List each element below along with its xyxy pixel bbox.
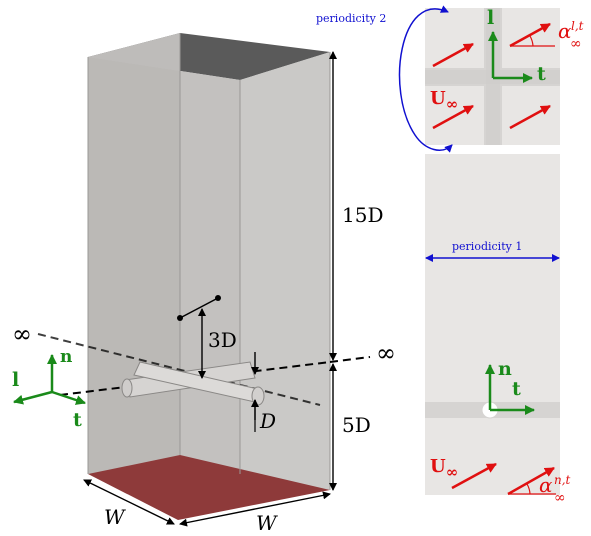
dim-W-b-line <box>179 491 331 527</box>
panel-top-alpha: α <box>558 19 572 43</box>
panel-bottom: n t U∞ α n,t ∞ <box>425 154 571 506</box>
periodicity-2-label: periodicity 2 <box>316 12 386 25</box>
svg-text:∞: ∞ <box>570 36 582 52</box>
label-3D: 3D <box>208 328 237 352</box>
label-5D: 5D <box>342 413 371 437</box>
periodicity-1-label: periodicity 1 <box>452 240 522 253</box>
svg-text:n,t: n,t <box>554 473 571 487</box>
svg-text:l,t: l,t <box>571 19 584 33</box>
periodicity-2-arc <box>398 5 453 153</box>
panel-bottom-t-label: t <box>512 378 521 400</box>
domain-box <box>87 33 331 520</box>
box-front-face <box>88 57 240 474</box>
triad-l-label: l <box>12 369 19 391</box>
axis-dashed-back <box>37 333 321 406</box>
panel-bottom-alpha: α <box>539 473 553 497</box>
panel-bottom-U: U∞ <box>430 456 458 481</box>
panel-top: l t U∞ α l,t ∞ <box>425 7 584 145</box>
label-D: D <box>259 409 276 433</box>
label-15D: 15D <box>342 203 383 227</box>
panel-top-t-label: t <box>537 63 546 85</box>
label-W-b: W <box>256 511 278 535</box>
box-right-face <box>240 52 330 490</box>
infinity-right: ∞ <box>376 339 396 367</box>
triad-n-label: n <box>60 347 72 367</box>
infinity-left: ∞ <box>12 320 32 348</box>
panel-bottom-n-label: n <box>498 358 512 380</box>
label-W-a: W <box>104 505 126 529</box>
dim-W-a-line <box>83 479 175 525</box>
triad-left: n l t <box>12 347 86 431</box>
triad-t-label: t <box>73 409 82 431</box>
panel-top-l-label: l <box>487 7 494 29</box>
svg-text:∞: ∞ <box>554 490 566 506</box>
axis-dashed-right <box>329 356 371 363</box>
